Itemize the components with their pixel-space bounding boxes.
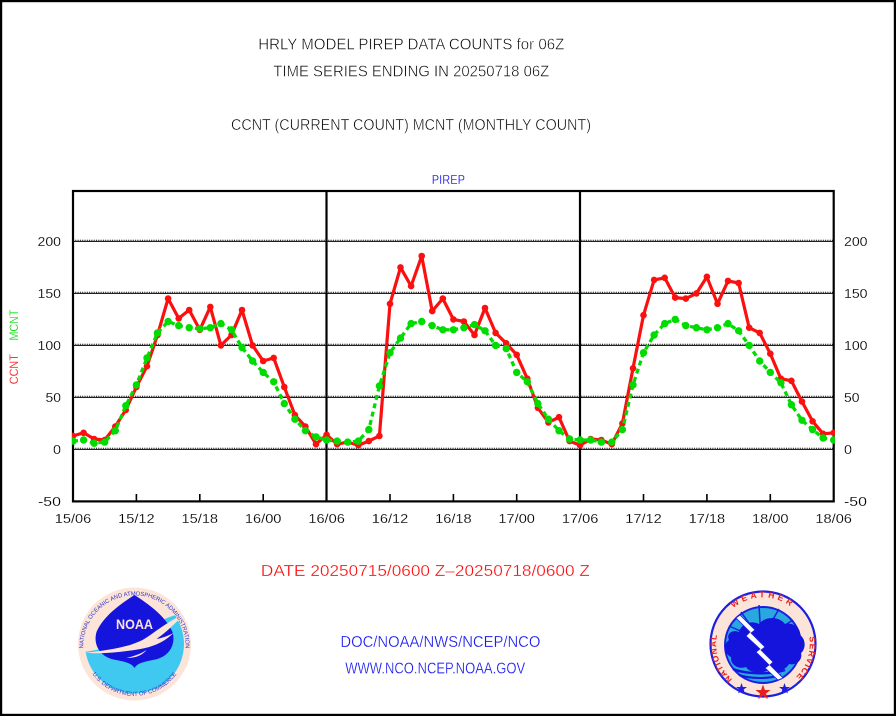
svg-text:50: 50	[46, 390, 62, 405]
svg-text:17/12: 17/12	[625, 511, 662, 526]
svg-text:150: 150	[844, 286, 868, 301]
svg-text:PIREP: PIREP	[432, 172, 465, 187]
svg-text:DOC/NOAA/NWS/NCEP/NCO: DOC/NOAA/NWS/NCEP/NCO	[340, 634, 540, 651]
svg-text:16/06: 16/06	[308, 511, 345, 526]
svg-text:15/06: 15/06	[55, 511, 92, 526]
svg-text:DATE 20250715/0600 Z–20250718/: DATE 20250715/0600 Z–20250718/0600 Z	[261, 563, 590, 580]
svg-text:CCNT (CURRENT COUNT) MCNT (MON: CCNT (CURRENT COUNT) MCNT (MONTHLY COUNT…	[231, 117, 591, 134]
svg-text:-50: -50	[38, 494, 61, 509]
svg-text:-50: -50	[844, 494, 867, 509]
svg-text:100: 100	[844, 338, 868, 353]
svg-text:TIME SERIES ENDING IN 20250718: TIME SERIES ENDING IN 20250718 06Z	[273, 64, 549, 81]
svg-text:WWW.NCO.NCEP.NOAA.GOV: WWW.NCO.NCEP.NOAA.GOV	[345, 661, 526, 678]
svg-text:CCNT: CCNT	[7, 354, 21, 385]
svg-text:17/00: 17/00	[498, 511, 535, 526]
svg-text:NOAA: NOAA	[116, 616, 153, 632]
svg-text:16/18: 16/18	[435, 511, 472, 526]
svg-text:17/18: 17/18	[689, 511, 726, 526]
svg-text:16/12: 16/12	[372, 511, 409, 526]
svg-text:16/00: 16/00	[245, 511, 282, 526]
svg-text:18/00: 18/00	[752, 511, 789, 526]
svg-text:18/06: 18/06	[815, 511, 852, 526]
svg-text:50: 50	[844, 390, 860, 405]
svg-text:17/06: 17/06	[562, 511, 599, 526]
svg-text:100: 100	[38, 338, 62, 353]
svg-text:0: 0	[53, 442, 61, 457]
svg-text:15/12: 15/12	[118, 511, 155, 526]
svg-text:200: 200	[38, 234, 62, 249]
svg-text:15/18: 15/18	[182, 511, 219, 526]
svg-text:HRLY MODEL PIREP DATA COUNTS f: HRLY MODEL PIREP DATA COUNTS for 06Z	[258, 37, 564, 54]
svg-text:0: 0	[844, 442, 852, 457]
svg-text:150: 150	[38, 286, 62, 301]
svg-text:200: 200	[844, 234, 868, 249]
svg-text:MCNT: MCNT	[7, 309, 21, 341]
